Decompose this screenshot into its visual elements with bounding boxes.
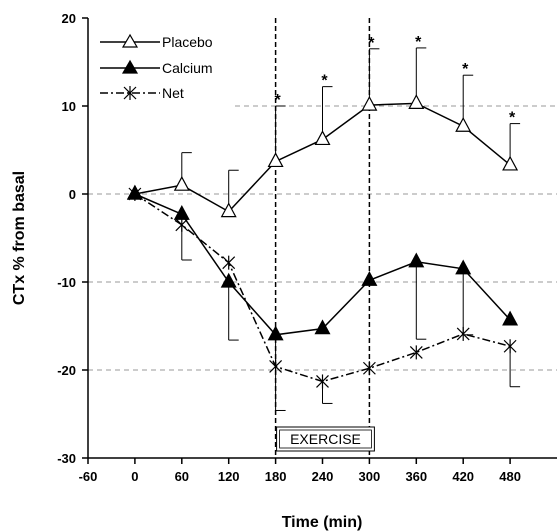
legend-label-net: Net: [162, 85, 184, 101]
legend-net-marker: [123, 86, 137, 100]
y-tick-label: 10: [62, 99, 76, 114]
marker-calcium: [314, 319, 331, 335]
x-tick-label: 0: [131, 469, 138, 484]
marker-calcium: [267, 325, 284, 341]
marker-net: [409, 345, 423, 360]
significance-mark: *: [274, 92, 281, 109]
marker-calcium: [408, 252, 425, 268]
marker-placebo: [267, 152, 284, 168]
legend-item-calcium: Calcium: [100, 59, 213, 76]
y-tick-label: 0: [69, 187, 76, 202]
marker-placebo: [502, 155, 519, 171]
legend-item-net: Net: [100, 85, 184, 101]
marker-calcium: [455, 259, 472, 275]
exercise-label: EXERCISE: [290, 431, 361, 447]
legend-label-calcium: Calcium: [162, 60, 213, 76]
exercise-label-box: [276, 426, 375, 452]
marker-calcium: [220, 272, 237, 288]
marker-placebo: [455, 116, 472, 132]
y-tick-label: -30: [57, 451, 76, 466]
x-tick-label: 480: [499, 469, 521, 484]
x-tick-label: 120: [218, 469, 240, 484]
series-line-net: [134, 193, 511, 383]
y-tick-label: -10: [57, 275, 76, 290]
axes: -30 -20 -10 0 10 20 -60 0 60 120 180 240 300 360 420 48…: [57, 11, 557, 484]
significance-mark: *: [415, 34, 422, 51]
marker-net: [362, 361, 376, 376]
legend-box: [93, 25, 243, 105]
x-tick-label: 420: [452, 469, 474, 484]
marker-placebo: [314, 130, 331, 146]
marker-placebo: [408, 94, 425, 109]
x-tick-label: 60: [175, 469, 189, 484]
exercise-period: EXERCISE: [274, 18, 375, 458]
x-tick-label: 180: [265, 469, 287, 484]
legend: Placebo Calcium Net: [93, 25, 243, 105]
marker-placebo: [361, 95, 378, 111]
x-tick-label: 360: [405, 469, 427, 484]
legend-label-placebo: Placebo: [162, 34, 213, 50]
legend-item-placebo: Placebo: [100, 33, 213, 50]
marker-placebo: [220, 202, 237, 218]
significance-mark: *: [462, 61, 469, 78]
x-axis-title: Time (min): [282, 514, 363, 531]
marker-net: [269, 359, 283, 374]
significance-mark: *: [321, 73, 328, 90]
marker-net: [316, 374, 329, 389]
marker-calcium: [502, 310, 519, 326]
significance-mark: *: [368, 35, 375, 52]
series-line-calcium: [134, 193, 511, 336]
marker-placebo: [173, 175, 190, 191]
y-axis-title: CTx % from basal: [11, 171, 28, 305]
marker-net: [222, 255, 236, 270]
marker-net: [175, 217, 189, 232]
marker-net: [128, 187, 142, 201]
x-tick-label: 240: [312, 469, 334, 484]
y-tick-label: 20: [62, 11, 76, 26]
exercise-label-inner-box: [279, 429, 372, 449]
marker-calcium: [361, 270, 378, 286]
marker-net: [503, 339, 517, 354]
grid: [88, 105, 557, 371]
series: * * * * * *: [126, 34, 521, 411]
x-tick-label: -60: [79, 469, 98, 484]
x-tick-label: 300: [359, 469, 381, 484]
marker-net: [456, 326, 470, 341]
y-tick-label: -20: [57, 363, 76, 378]
significance-mark: *: [509, 110, 516, 127]
